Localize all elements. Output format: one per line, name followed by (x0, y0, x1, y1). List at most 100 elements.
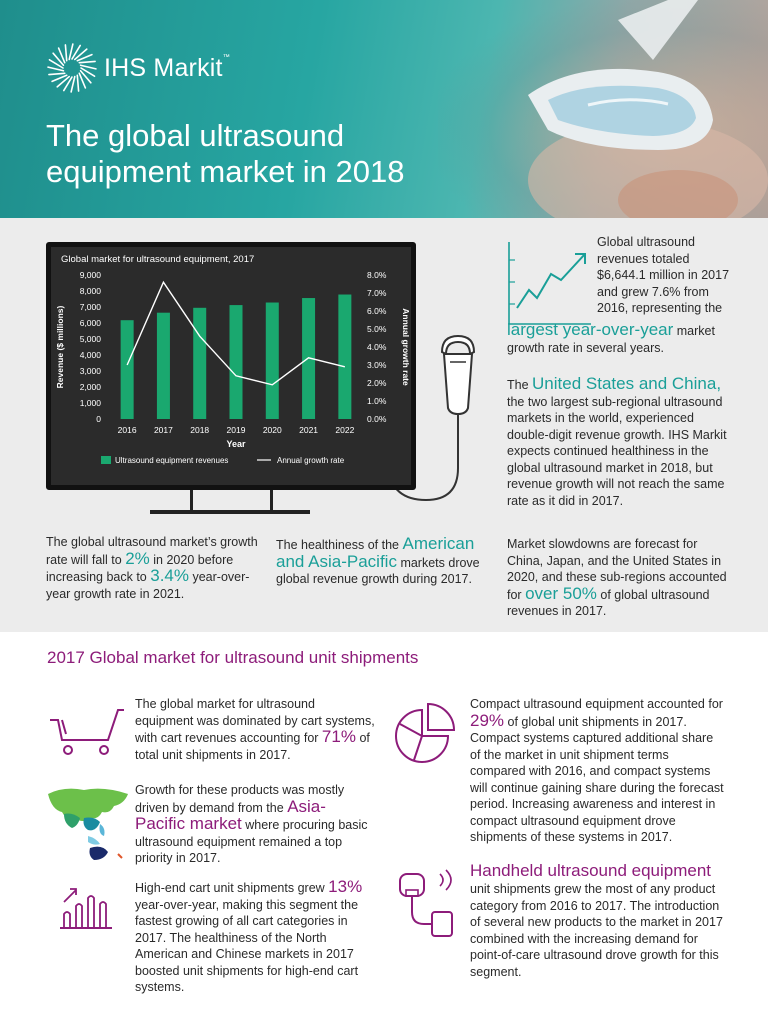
revenue-bar (265, 302, 279, 419)
y-tick-label: 7,000 (80, 302, 102, 312)
revenue-bar (156, 312, 170, 419)
legend-bar-label: Ultrasound equipment revenues (115, 456, 228, 465)
revenue-growth-chart: Global market for ultrasound equipment, … (51, 247, 411, 485)
revenue-bar (193, 307, 207, 419)
handheld-text: Handheld ultrasound equipment unit shipm… (470, 861, 725, 980)
y-tick-label: 5,000 (80, 334, 102, 344)
high-end-cart-text: High-end cart unit shipments grew 13% ye… (135, 877, 380, 996)
asia-a: Growth for these products was mostly dri… (135, 783, 345, 815)
y-tick-label: 9,000 (80, 270, 102, 280)
pie-chart-icon (395, 702, 456, 763)
shipments-section-title: 2017 Global market for ultrasound unit s… (47, 648, 419, 667)
chart-monitor: Global market for ultrasound equipment, … (46, 242, 416, 490)
asia-pacific-highlight: Asia-Pacific market (135, 796, 326, 833)
ultrasound-probe-photo (528, 0, 768, 218)
shopping-cart-icon (50, 709, 124, 755)
x-axis-label: Year (226, 439, 246, 449)
revenue-total-text: Global ultrasound revenues totaled $6,64… (597, 234, 737, 317)
growth-fall-text: The global ultrasound market’s growth ra… (46, 534, 261, 602)
bar-growth-icon (60, 888, 112, 929)
y-axis-label: Revenue ($ millions) (55, 306, 65, 389)
revenue-bar (120, 320, 134, 419)
american-asia-highlight: American and Asia-Pacific (276, 534, 475, 571)
x-tick-label: 2019 (227, 425, 246, 435)
largest-growth-text: largest year-over-year market growth rat… (507, 320, 737, 356)
slowdown-a: Market slowdowns are forecast for China,… (507, 537, 727, 602)
highend-13pct: 13% (328, 877, 363, 896)
us-china-text: The United States and China, the two lar… (507, 374, 737, 509)
handheld-b: unit shipments grew the most of any prod… (470, 882, 723, 979)
page-title: The global ultrasound equipment market i… (46, 118, 405, 189)
revenue-section: Global market for ultrasound equipment, … (0, 218, 768, 632)
slowdown-text: Market slowdowns are forecast for China,… (507, 536, 732, 620)
slowdown-b: of global ultrasound revenues in 2017. (507, 587, 710, 619)
y-tick-label: 1,000 (80, 398, 102, 408)
y2-tick-label: 3.0% (367, 360, 387, 370)
cart-a: The global market for ultrasound equipme… (135, 697, 375, 745)
chart-title: Global market for ultrasound equipment, … (61, 254, 254, 265)
y2-tick-label: 8.0% (367, 270, 387, 280)
american-asia-a: The healthiness of the (276, 538, 399, 552)
us-china-pre: The (507, 378, 529, 392)
x-tick-label: 2020 (263, 425, 282, 435)
x-tick-label: 2018 (190, 425, 209, 435)
legend-bar-swatch (101, 456, 111, 464)
legend-line-label: Annual growth rate (277, 456, 345, 465)
y2-tick-label: 7.0% (367, 288, 387, 298)
asia-pacific-map-icon (48, 788, 128, 860)
cart-systems-text: The global market for ultrasound equipme… (135, 696, 375, 763)
header-banner: IHS Markit™ The global ultrasound equipm… (0, 0, 768, 218)
y-tick-label: 0 (96, 414, 101, 424)
asia-pacific-text: Growth for these products was mostly dri… (135, 782, 375, 867)
growth-fall-c: year-over-year growth rate in 2021. (46, 570, 250, 601)
compact-a: Compact ultrasound equipment accounted f… (470, 697, 723, 711)
y2-tick-label: 0.0% (367, 414, 387, 424)
revenue-bar (229, 305, 243, 419)
starburst-logo-icon (47, 43, 97, 93)
y2-tick-label: 4.0% (367, 342, 387, 352)
growth-2pct: 2% (125, 548, 150, 568)
highend-b: year-over-year, making this segment the … (135, 897, 359, 995)
compact-text: Compact ultrasound equipment accounted f… (470, 696, 725, 846)
growth-rate-line (126, 280, 346, 386)
y-tick-label: 3,000 (80, 366, 102, 376)
y2-axis-label: Annual growth rate (401, 308, 411, 386)
largest-growth-highlight: largest year-over-year (507, 320, 674, 339)
y2-tick-label: 6.0% (367, 306, 387, 316)
american-asia-text: The healthiness of the American and Asia… (276, 534, 481, 588)
monitor-stand (150, 488, 310, 514)
x-tick-label: 2016 (118, 425, 137, 435)
logo-trademark: ™ (222, 53, 230, 61)
revenue-bar (338, 294, 352, 419)
slowdown-over-50pct: over 50% (525, 583, 597, 603)
y-tick-label: 2,000 (80, 382, 102, 392)
revenue-total-body: Global ultrasound revenues totaled $6,64… (597, 235, 730, 315)
asia-b: where procuring basic ultrasound equipme… (135, 818, 368, 865)
y-tick-label: 8,000 (80, 286, 102, 296)
y-tick-label: 4,000 (80, 350, 102, 360)
y2-tick-label: 2.0% (367, 378, 387, 388)
x-tick-label: 2017 (154, 425, 173, 435)
handheld-highlight: Handheld ultrasound equipment (470, 861, 712, 880)
growth-fall-b: in 2020 before increasing back to (46, 552, 234, 585)
cart-b: of total unit shipments in 2017. (135, 731, 370, 762)
logo-text: IHS Markit (104, 53, 223, 82)
y2-tick-label: 1.0% (367, 396, 387, 406)
american-asia-b: markets drove global revenue growth duri… (276, 555, 480, 587)
x-tick-label: 2022 (335, 425, 354, 435)
y2-tick-label: 5.0% (367, 324, 387, 334)
us-china-highlight: United States and China, (532, 374, 722, 393)
y-tick-label: 6,000 (80, 318, 102, 328)
compact-29pct: 29% (470, 710, 505, 730)
x-tick-label: 2021 (299, 425, 318, 435)
growth-3-4pct: 3.4% (150, 566, 189, 585)
ihs-markit-logo: IHS Markit™ (46, 42, 230, 94)
us-china-body: the two largest sub-regional ultrasound … (507, 394, 727, 508)
largest-growth-tail: market growth rate in several years. (507, 324, 715, 355)
growth-fall-a: The global ultrasound market’s growth ra… (46, 535, 258, 567)
trend-up-icon (508, 242, 591, 325)
compact-b: of global unit shipments in 2017. Compac… (470, 714, 724, 845)
highend-a: High-end cart unit shipments grew (135, 881, 325, 895)
cart-71pct: 71% (321, 727, 356, 746)
handheld-ultrasound-icon (399, 869, 453, 937)
